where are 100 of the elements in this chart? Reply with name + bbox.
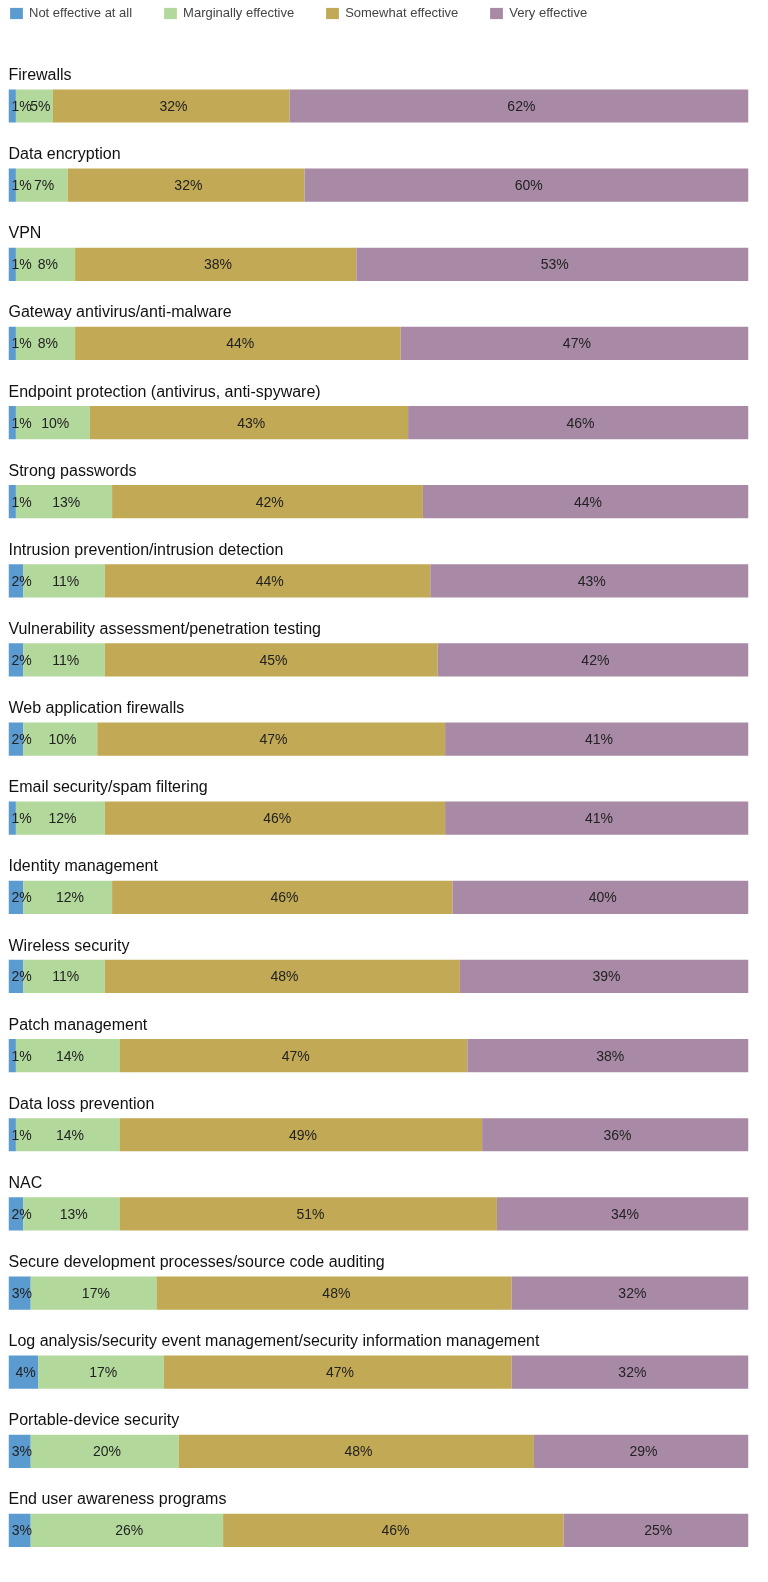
data-label: 41% — [585, 810, 614, 827]
data-label: 2% — [11, 968, 32, 985]
bar — [104, 643, 438, 677]
data-label: 42% — [255, 493, 284, 510]
bar — [52, 89, 290, 123]
bar — [445, 722, 749, 756]
data-label: 17% — [89, 1364, 118, 1381]
data-label: 2% — [11, 572, 32, 589]
y-tick-label: Firewalls — [8, 66, 72, 84]
data-label: 29% — [629, 1443, 658, 1460]
bar — [163, 1355, 512, 1389]
data-label: 14% — [55, 1047, 84, 1064]
bar — [511, 1355, 749, 1389]
data-label: 7% — [33, 177, 55, 194]
bar — [104, 959, 460, 994]
data-label: 8% — [37, 335, 58, 352]
data-label: 46% — [270, 889, 299, 906]
bar — [38, 1355, 164, 1389]
data-label: 39% — [592, 968, 621, 985]
data-label: 46% — [381, 1522, 410, 1539]
data-label: 2% — [11, 651, 32, 668]
bar — [563, 1513, 749, 1548]
data-label: 2% — [11, 889, 32, 906]
data-label: 1% — [11, 177, 32, 194]
y-tick-label: Endpoint protection (antivirus, anti-spyware) — [8, 382, 321, 400]
data-label: 25% — [644, 1522, 673, 1539]
bar — [178, 1434, 534, 1468]
data-label: 1% — [11, 335, 32, 352]
y-tick-label: VPN — [8, 224, 42, 242]
bar — [304, 168, 749, 202]
data-label: 11% — [52, 651, 80, 668]
data-label: 26% — [115, 1522, 144, 1539]
data-label: 38% — [596, 1047, 625, 1064]
bar — [223, 1513, 564, 1548]
data-label: 45% — [259, 651, 288, 668]
data-label: 49% — [289, 1126, 318, 1143]
bar — [119, 1039, 468, 1073]
data-label: 1% — [11, 414, 32, 431]
data-label: 48% — [322, 1285, 351, 1302]
data-label: 60% — [514, 177, 543, 194]
data-label: 48% — [270, 968, 299, 985]
data-label: 17% — [81, 1285, 110, 1302]
bar — [112, 880, 453, 914]
data-label: 40% — [588, 889, 617, 906]
y-tick-label: Strong passwords — [8, 461, 137, 479]
data-label: 1% — [11, 256, 32, 273]
y-tick-label: Gateway antivirus/anti-malware — [8, 303, 232, 321]
data-label: 46% — [263, 810, 292, 827]
y-tick-label: NAC — [8, 1173, 43, 1191]
y-tick-label: End user awareness programs — [8, 1490, 227, 1508]
data-label: 20% — [92, 1443, 121, 1460]
bar — [356, 247, 749, 281]
bar — [112, 485, 423, 519]
y-tick-label: Web application firewalls — [8, 699, 185, 717]
data-label: 41% — [585, 731, 614, 748]
y-tick-label: Identity management — [8, 857, 159, 875]
bar — [511, 1276, 749, 1310]
y-tick-label: Data encryption — [8, 145, 121, 163]
legend-label: Somewhat effective — [345, 5, 459, 20]
data-label: 47% — [562, 335, 591, 352]
legend-label: Not effective at all — [29, 5, 133, 20]
data-label: 10% — [48, 731, 77, 748]
bar — [89, 405, 409, 440]
y-tick-label: Secure development processes/source code auditing — [8, 1253, 385, 1271]
legend-label: Very effective — [509, 5, 588, 20]
data-label: 2% — [11, 731, 32, 748]
y-tick-label: Intrusion prevention/intrusion detection — [8, 540, 284, 558]
data-label: 53% — [540, 256, 569, 273]
data-label: 13% — [59, 1205, 88, 1222]
bar — [67, 168, 305, 202]
data-label: 46% — [566, 414, 595, 431]
data-label: 44% — [226, 335, 255, 352]
data-label: 43% — [237, 414, 266, 431]
y-tick-label: Patch management — [8, 1015, 148, 1033]
bar — [119, 1197, 497, 1231]
data-label: 1% — [11, 1126, 32, 1143]
y-tick-label: Email security/spam filtering — [8, 778, 208, 796]
data-label: 32% — [159, 98, 188, 114]
y-tick-label: Wireless security — [8, 936, 130, 954]
bar — [422, 485, 749, 519]
data-label: 32% — [174, 177, 203, 194]
data-label: 11% — [52, 968, 80, 985]
data-label: 43% — [577, 572, 606, 589]
data-label: 2% — [11, 1205, 32, 1222]
y-tick-label: Vulnerability assessment/penetration testing — [8, 620, 321, 637]
data-label: 42% — [581, 651, 610, 668]
bar — [30, 1276, 157, 1310]
bar — [482, 1118, 749, 1152]
data-label: 44% — [255, 572, 284, 589]
data-label: 1% — [11, 1047, 32, 1064]
bar — [496, 1197, 749, 1231]
bar — [97, 722, 446, 756]
y-tick-label: Log analysis/security event management/security information management — [8, 1332, 540, 1350]
data-label: 32% — [618, 1285, 647, 1302]
y-tick-label: Data loss prevention — [8, 1094, 155, 1112]
data-label: 1% — [11, 493, 32, 510]
data-label: 44% — [573, 493, 602, 510]
bar — [408, 405, 749, 440]
bar — [119, 1118, 483, 1152]
bar — [467, 1039, 749, 1073]
